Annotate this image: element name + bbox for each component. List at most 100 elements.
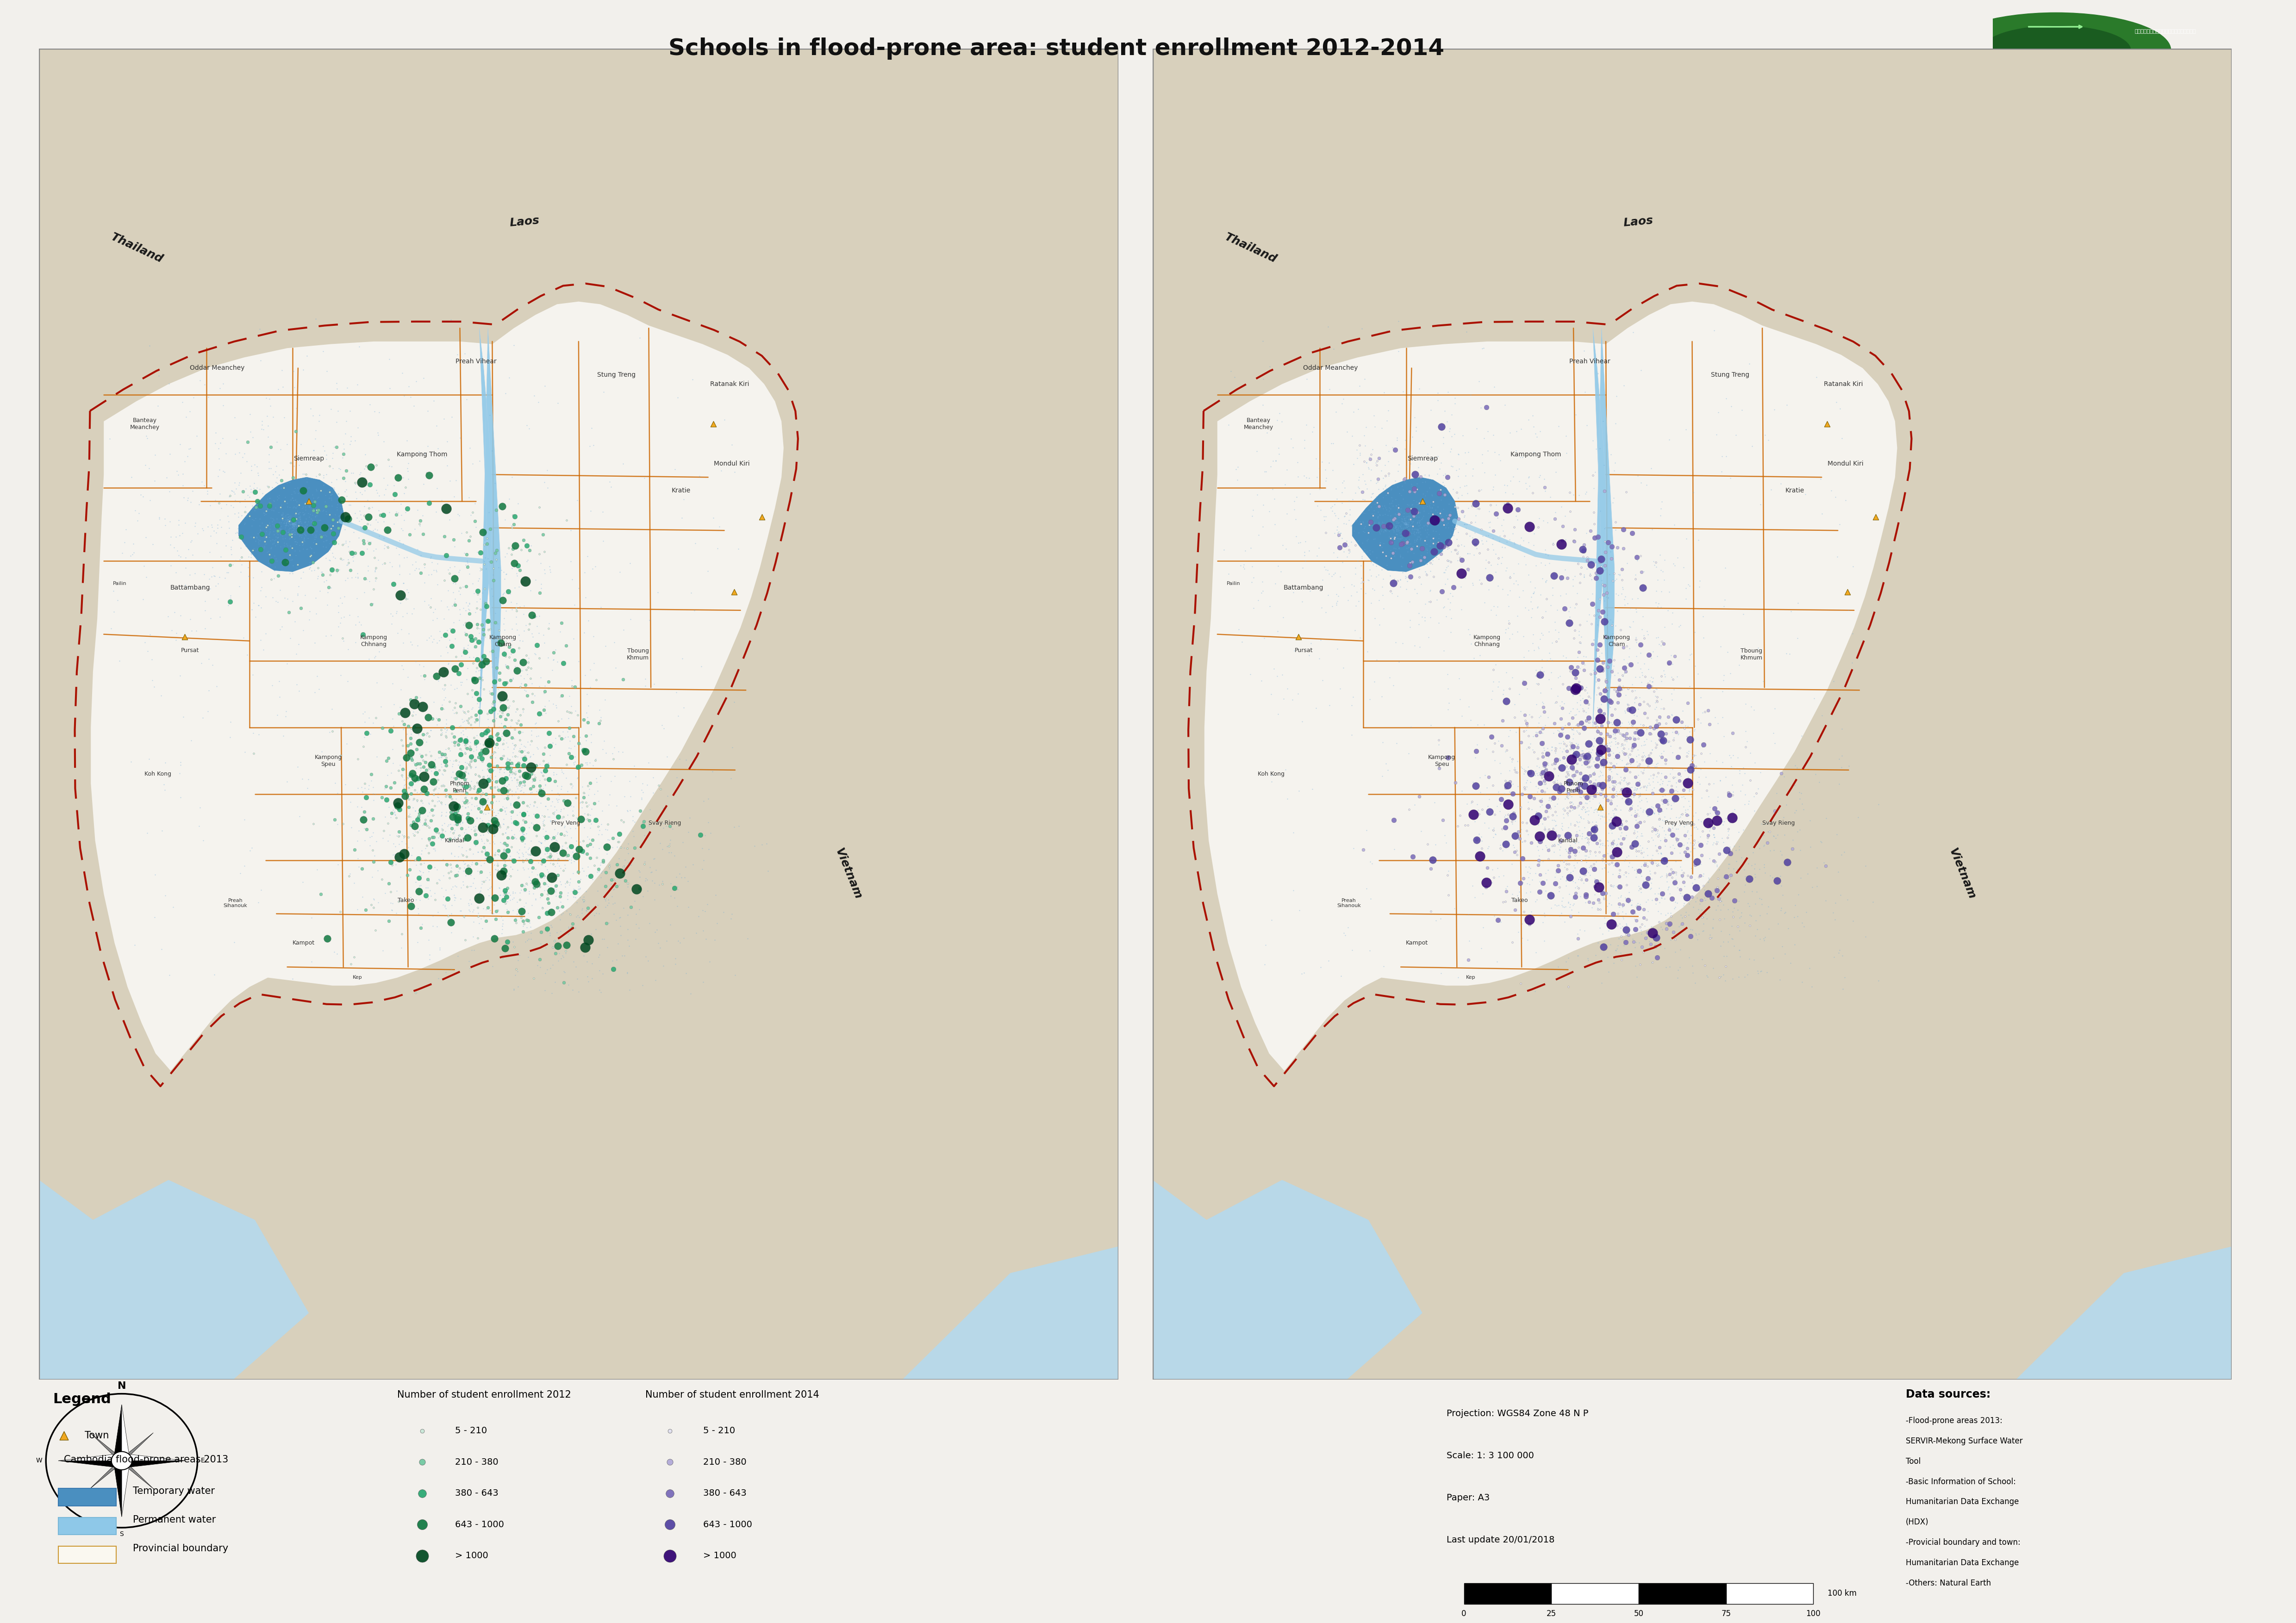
Point	[1570, 695, 1607, 721]
Point	[510, 415, 546, 441]
Point	[1591, 539, 1628, 565]
Point	[1626, 732, 1662, 758]
Point	[418, 412, 455, 438]
Point	[461, 687, 498, 712]
Point	[1694, 821, 1731, 847]
Point	[1658, 805, 1694, 831]
Point	[1561, 687, 1598, 712]
Point	[1720, 936, 1756, 962]
Point	[1605, 906, 1642, 932]
Point	[319, 613, 356, 639]
Point	[280, 514, 317, 540]
Polygon shape	[122, 1461, 186, 1467]
Point	[131, 333, 168, 359]
Point	[250, 450, 287, 476]
Point	[1541, 786, 1577, 812]
Point	[276, 510, 312, 536]
Point	[317, 524, 354, 550]
Point	[512, 920, 549, 946]
Point	[608, 902, 645, 928]
Point	[1355, 498, 1391, 524]
Point	[1325, 575, 1362, 601]
Point	[289, 493, 326, 519]
Point	[1350, 508, 1387, 534]
Point	[393, 885, 429, 911]
Point	[1554, 725, 1591, 751]
Point	[1417, 508, 1453, 534]
Point	[1589, 833, 1626, 859]
Point	[496, 797, 533, 823]
Point	[135, 904, 172, 930]
Point	[429, 852, 466, 878]
Point	[1745, 833, 1782, 859]
Point	[1522, 583, 1559, 609]
Point	[1570, 789, 1607, 815]
Point	[1527, 712, 1564, 738]
Point	[1653, 859, 1690, 885]
Point	[1525, 777, 1561, 803]
Point	[326, 487, 363, 513]
Point	[696, 505, 732, 531]
Point	[1580, 524, 1616, 550]
Point	[1630, 656, 1667, 682]
Point	[1561, 823, 1598, 849]
Point	[588, 633, 625, 659]
Point	[301, 407, 338, 433]
Point	[484, 821, 521, 847]
Point	[563, 789, 599, 815]
Point	[429, 453, 466, 479]
Point	[294, 498, 331, 524]
Point	[1424, 807, 1460, 833]
Point	[184, 469, 220, 495]
Point	[276, 529, 312, 555]
Point	[420, 784, 457, 810]
Point	[1573, 747, 1609, 773]
Point	[239, 536, 276, 562]
Point	[1623, 639, 1660, 665]
Point	[1701, 888, 1738, 914]
Point	[347, 700, 383, 725]
Point	[1518, 722, 1554, 748]
Point	[202, 506, 239, 532]
Point	[273, 511, 310, 537]
Point	[1609, 880, 1646, 906]
Point	[174, 479, 211, 505]
Point	[402, 751, 439, 777]
Point	[338, 505, 374, 531]
Point	[579, 667, 615, 693]
Point	[347, 898, 383, 923]
Point	[1729, 729, 1766, 755]
Point	[413, 797, 450, 823]
Point	[1538, 812, 1575, 837]
Point	[310, 477, 347, 503]
Point	[452, 836, 489, 862]
Point	[1476, 463, 1513, 489]
Point	[1704, 459, 1740, 485]
Point	[262, 669, 298, 695]
Point	[721, 536, 758, 562]
Point	[487, 863, 523, 889]
Point	[450, 727, 487, 753]
Point	[567, 722, 604, 748]
Point	[1706, 592, 1743, 618]
Point	[452, 502, 489, 527]
Point	[1587, 667, 1623, 693]
Point	[427, 959, 464, 985]
Point	[1821, 747, 1857, 773]
Point	[716, 813, 753, 839]
Point	[436, 800, 473, 826]
Point	[400, 807, 436, 833]
Point	[321, 742, 358, 768]
Point	[526, 863, 563, 889]
Point	[1570, 747, 1607, 773]
Point	[1525, 818, 1561, 844]
Point	[1598, 750, 1635, 776]
Point	[250, 412, 287, 438]
Point	[1667, 823, 1704, 849]
Point	[1557, 529, 1593, 555]
Point	[413, 758, 450, 784]
Point	[1506, 846, 1543, 872]
Point	[503, 730, 540, 756]
Point	[390, 763, 427, 789]
Point	[1612, 769, 1649, 795]
